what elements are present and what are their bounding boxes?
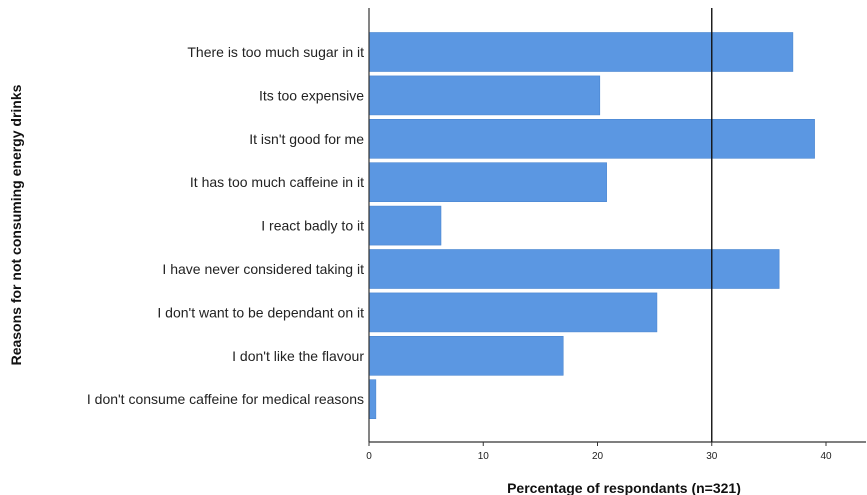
category-label: It isn't good for me [249, 131, 364, 147]
bar [368, 379, 377, 420]
bar [368, 292, 658, 333]
x-tick-label: 40 [820, 451, 832, 462]
category-label: I have never considered taking it [162, 261, 364, 277]
bar [368, 119, 815, 159]
x-tick-label: 20 [592, 451, 604, 462]
category-label: Its too expensive [259, 87, 364, 103]
category-labels-group: There is too much sugar in it Its too exp… [87, 44, 364, 407]
bar [368, 32, 794, 72]
y-axis-title: Reasons for not consuming energy drinks [8, 84, 24, 365]
bars-group [368, 32, 815, 420]
bar [368, 335, 564, 376]
category-label: It has too much caffeine in it [190, 174, 364, 190]
category-label: I don't want to be dependant on it [157, 304, 364, 320]
bar [368, 75, 601, 116]
x-axis-title: Percentage of respondants (n=321) [507, 480, 741, 495]
x-ticks-group: 0 10 20 30 40 [366, 442, 832, 462]
bar [368, 162, 607, 202]
bar [368, 249, 780, 289]
bar [368, 205, 442, 246]
x-tick-label: 0 [366, 451, 372, 462]
category-label: There is too much sugar in it [187, 44, 364, 60]
x-tick-label: 10 [478, 451, 490, 462]
category-label: I don't like the flavour [232, 348, 364, 364]
category-label: I don't consume caffeine for medical rea… [87, 391, 364, 407]
x-tick-label: 30 [706, 451, 718, 462]
category-label: I react badly to it [261, 218, 364, 234]
